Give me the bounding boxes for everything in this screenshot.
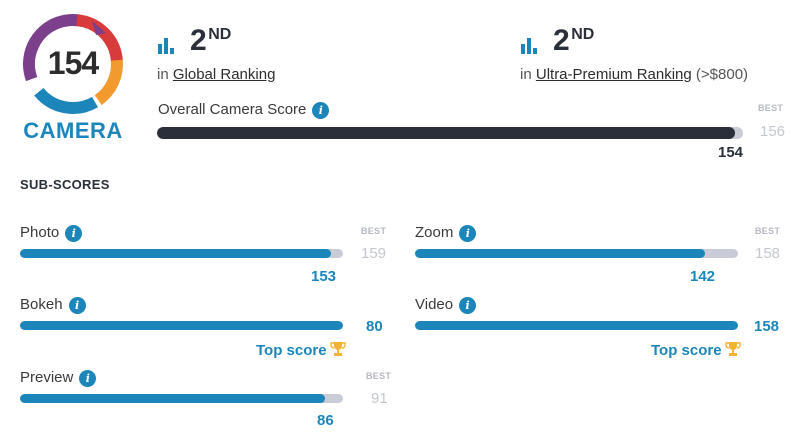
badge-score: 154 <box>47 45 99 81</box>
global-rank: 2ND <box>190 24 231 58</box>
photo-best-value: 159 <box>361 245 387 262</box>
video-top-score: Top score <box>651 341 741 359</box>
info-icon[interactable]: i <box>79 369 97 387</box>
zoom-label-row: Zoom i <box>415 224 477 242</box>
premium-rank: 2ND <box>553 24 594 58</box>
overall-score-fill <box>157 127 736 139</box>
subscores-title: SUB-SCORES <box>20 177 110 192</box>
video-score-bar <box>415 321 738 330</box>
global-rank-number: 2 <box>190 24 208 57</box>
info-icon[interactable]: i <box>459 296 477 314</box>
bokeh-top-score: Top score <box>256 341 346 359</box>
photo-best-tag: BEST <box>361 226 387 236</box>
global-rank-prefix: in <box>157 66 169 83</box>
premium-rank-note: (>$800) <box>695 66 749 83</box>
preview-label-row: Preview i <box>20 369 97 387</box>
global-rank-suffix: ND <box>208 26 232 43</box>
bokeh-top-score-label: Top score <box>256 342 327 359</box>
zoom-score-bar <box>415 249 738 258</box>
trophy-icon <box>724 342 741 356</box>
overall-score-bar <box>157 127 743 139</box>
premium-rank-prefix: in <box>520 66 532 83</box>
zoom-score-fill <box>415 249 706 258</box>
info-icon[interactable]: i <box>65 224 83 242</box>
preview-score-bar <box>20 394 343 403</box>
bar-chart-icon <box>158 38 174 54</box>
zoom-score-value: 142 <box>690 268 716 285</box>
video-label: Video <box>415 296 454 313</box>
premium-rank-number: 2 <box>553 24 571 57</box>
info-icon[interactable]: i <box>68 296 86 314</box>
camera-score-badge <box>22 13 124 114</box>
photo-score-value: 153 <box>311 268 337 285</box>
global-ranking-link[interactable]: Global Ranking <box>172 66 276 83</box>
preview-score-value: 86 <box>317 412 334 429</box>
trophy-icon <box>329 342 346 356</box>
video-label-row: Video i <box>415 296 477 314</box>
overall-score-label-row: Overall Camera Score i <box>158 101 330 119</box>
premium-rank-caption: in Ultra-Premium Ranking (>$800) <box>520 66 748 83</box>
zoom-best-value: 158 <box>755 245 781 262</box>
preview-best-value: 91 <box>371 390 388 407</box>
photo-label: Photo <box>20 224 60 241</box>
video-top-score-label: Top score <box>651 342 722 359</box>
info-icon[interactable]: i <box>459 224 477 242</box>
bar-chart-icon <box>521 38 537 54</box>
photo-label-row: Photo i <box>20 224 83 242</box>
zoom-label: Zoom <box>415 224 454 241</box>
overall-score-label: Overall Camera Score <box>158 101 307 118</box>
video-score-fill <box>415 321 738 330</box>
badge-label: CAMERA <box>23 118 123 143</box>
bokeh-score-value: 80 <box>366 318 383 335</box>
preview-best-tag: BEST <box>366 371 392 381</box>
bokeh-label-row: Bokeh i <box>20 296 86 314</box>
preview-score-fill <box>20 394 326 403</box>
info-icon[interactable]: i <box>312 101 330 119</box>
global-rank-caption: in Global Ranking <box>157 66 275 83</box>
overall-score-value: 154 <box>718 144 744 161</box>
premium-ranking-link[interactable]: Ultra-Premium Ranking <box>535 66 692 83</box>
preview-label: Preview <box>20 369 74 386</box>
bokeh-score-fill <box>20 321 343 330</box>
photo-score-bar <box>20 249 343 258</box>
overall-best-tag: BEST <box>758 103 784 113</box>
premium-rank-suffix: ND <box>571 26 595 43</box>
overall-best-value: 156 <box>760 123 786 140</box>
photo-score-fill <box>20 249 331 258</box>
zoom-best-tag: BEST <box>755 226 781 236</box>
bokeh-label: Bokeh <box>20 296 63 313</box>
bokeh-score-bar <box>20 321 343 330</box>
video-score-value: 158 <box>754 318 780 335</box>
